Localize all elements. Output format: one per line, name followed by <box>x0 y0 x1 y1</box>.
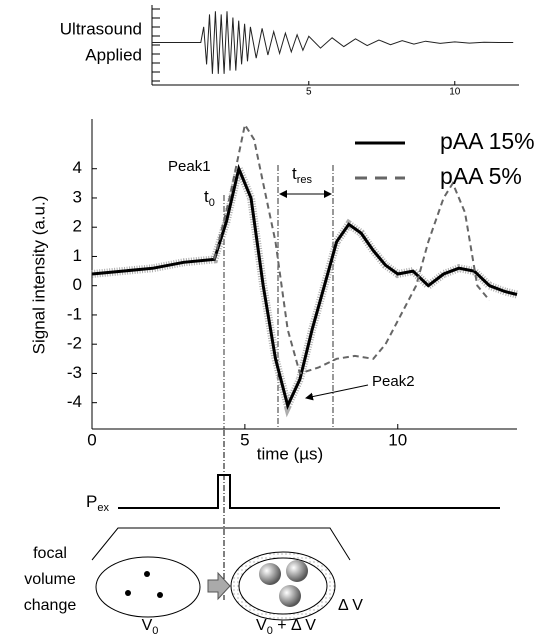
v1-main: V <box>256 617 267 634</box>
volume-inner <box>238 557 328 615</box>
noise-band <box>91 155 518 418</box>
v0-sub: 0 <box>152 625 158 636</box>
x-tick-label: 10 <box>449 87 461 98</box>
y-tick-label: 0 <box>73 275 82 294</box>
y-tick-label: 4 <box>73 158 82 177</box>
top-panel: Ultrasound Applied 5 10 <box>60 5 519 98</box>
x-tick-label: 0 <box>87 430 96 449</box>
particle <box>125 590 131 596</box>
legend-label: pAA 5% <box>440 163 522 189</box>
annotation: t0 <box>204 187 215 208</box>
y-tick-label: -1 <box>67 304 82 323</box>
arrow-right <box>207 571 231 601</box>
focal-label: volume <box>24 571 76 588</box>
delta-v: Δ V <box>338 597 363 614</box>
y-label: Ultrasound <box>60 19 142 38</box>
legend-label: pAA 15% <box>440 128 535 154</box>
y-tick-label: -3 <box>67 363 82 382</box>
y-tick-label: -2 <box>67 334 82 353</box>
bubble <box>286 560 308 582</box>
focal-label: focal <box>33 545 67 562</box>
v0-label: V0 <box>142 617 159 636</box>
annotation: Peak1 <box>168 158 211 175</box>
series-line <box>91 163 518 411</box>
pulse-label-sub: ex <box>97 502 109 514</box>
volume-small <box>95 556 201 618</box>
y-tick-label: 1 <box>73 246 82 265</box>
y-tick-label: -4 <box>67 392 82 411</box>
y-tick-label: 2 <box>73 217 82 236</box>
v1-sub: 0 <box>267 625 273 636</box>
bubble <box>279 585 301 607</box>
focal-label: change <box>24 597 77 614</box>
annotation-main: t <box>204 187 209 206</box>
pulse-label: Pex <box>86 492 109 513</box>
pulse-line <box>118 474 500 509</box>
x-tick-label: 5 <box>240 430 249 449</box>
bubble <box>259 563 281 585</box>
y-tick-label: 3 <box>73 187 82 206</box>
particle <box>144 571 150 577</box>
y-label: Applied <box>85 45 142 64</box>
pulse-diagram: Pex focal volume change Δ V V0 V0 + Δ V <box>24 430 500 636</box>
pulse-label-main: P <box>86 492 97 511</box>
v1-suffix: + Δ V <box>273 617 316 634</box>
annotation-sub: 0 <box>209 197 215 209</box>
annotation-main: t <box>292 164 297 183</box>
main-panel: -4 -3 -2 -1 0 1 2 3 4 0 5 10 time (µs) Signal intensi… <box>29 119 535 463</box>
x-tick-label: 10 <box>388 430 407 449</box>
series-line <box>213 122 491 375</box>
annotation: Peak2 <box>372 373 415 390</box>
v1-label: V0 + Δ V <box>256 617 316 636</box>
peak2-arrow <box>305 384 369 401</box>
v0-main: V <box>142 617 153 634</box>
x-axis-label: time (µs) <box>257 444 323 463</box>
y-axis-label: Signal intensity (a.u.) <box>29 196 48 355</box>
waveform <box>152 11 514 74</box>
annotation: tres <box>292 164 313 185</box>
annotation-sub: res <box>297 174 313 186</box>
x-tick-label: 5 <box>306 87 312 98</box>
particle <box>157 592 163 598</box>
bracket <box>91 527 351 561</box>
